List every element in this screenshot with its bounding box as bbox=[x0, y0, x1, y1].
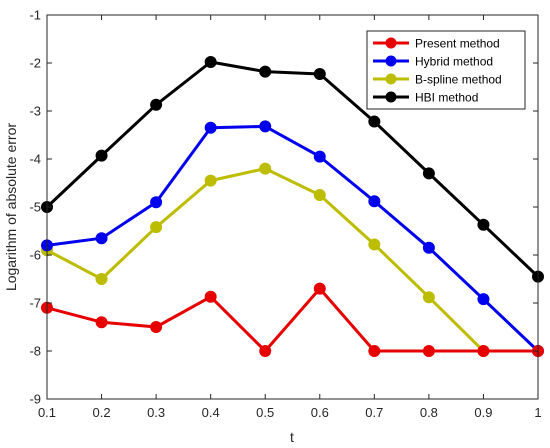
data-point bbox=[259, 162, 272, 175]
y-tick-label: -9 bbox=[29, 392, 41, 407]
legend-label: HBI method bbox=[415, 91, 478, 105]
legend-label: Present method bbox=[415, 37, 500, 51]
y-axis-label: Logarithm of absolute error bbox=[3, 123, 19, 291]
x-tick-label: 0.6 bbox=[311, 405, 329, 420]
legend-swatch-marker bbox=[385, 55, 397, 67]
data-point bbox=[313, 189, 326, 201]
x-tick-label: 1 bbox=[534, 405, 541, 420]
series-line bbox=[45, 60, 540, 278]
x-tick-label: 0.3 bbox=[147, 405, 165, 420]
data-point bbox=[95, 273, 108, 285]
series-layer bbox=[41, 56, 544, 357]
y-tick-label: -2 bbox=[29, 56, 41, 71]
x-tick-label: 0.5 bbox=[256, 405, 274, 420]
legend-swatch-marker bbox=[385, 37, 397, 49]
y-tick-label: -8 bbox=[29, 344, 41, 359]
data-point bbox=[95, 316, 108, 329]
y-tick-label: -3 bbox=[29, 104, 41, 119]
y-tick-label: -7 bbox=[29, 296, 41, 311]
series-line bbox=[46, 287, 538, 353]
y-tick-label: -6 bbox=[29, 248, 41, 263]
data-point bbox=[204, 174, 217, 187]
series-hbi-method bbox=[41, 56, 544, 283]
data-point bbox=[368, 238, 381, 251]
data-point bbox=[259, 65, 272, 78]
data-point bbox=[477, 293, 490, 306]
x-tick-label: 0.8 bbox=[420, 405, 438, 420]
data-point bbox=[313, 68, 326, 81]
data-point bbox=[422, 345, 435, 357]
data-point bbox=[150, 196, 163, 209]
y-tick-label: -1 bbox=[29, 8, 41, 23]
data-point bbox=[204, 121, 217, 134]
data-point bbox=[95, 232, 108, 245]
data-point bbox=[150, 98, 163, 111]
data-point bbox=[313, 150, 326, 163]
legend-label: B-spline method bbox=[415, 73, 502, 87]
data-point bbox=[204, 56, 217, 69]
legend-swatch-marker bbox=[385, 73, 397, 85]
data-point bbox=[259, 120, 272, 133]
data-point bbox=[477, 218, 490, 231]
data-point bbox=[477, 345, 490, 357]
data-point bbox=[204, 290, 217, 303]
x-tick-label: 0.2 bbox=[93, 405, 111, 420]
data-point bbox=[150, 221, 163, 234]
data-point bbox=[368, 195, 381, 208]
x-axis-label: t bbox=[290, 429, 294, 445]
y-axis-ticks: -1 -2 -3 -4 -5 -6 -7 -8 -9 bbox=[29, 8, 538, 407]
legend-swatch-marker bbox=[385, 91, 397, 103]
data-point bbox=[368, 345, 381, 357]
x-axis-ticks: 0.1 0.2 0.3 0.4 0.5 0.6 0.7 0.8 0.9 1 bbox=[38, 15, 542, 420]
legend-label: Hybrid method bbox=[415, 55, 493, 69]
series-hybrid-method bbox=[41, 120, 544, 357]
data-point bbox=[422, 241, 435, 254]
legend: Present method Hybrid method B-spline meth… bbox=[366, 30, 526, 110]
x-tick-label: 0.7 bbox=[365, 405, 383, 420]
y-tick-label: -5 bbox=[29, 200, 41, 215]
series-present-method bbox=[41, 282, 544, 357]
data-point bbox=[313, 282, 326, 295]
series-line bbox=[46, 124, 540, 353]
data-point bbox=[422, 167, 435, 180]
data-point bbox=[259, 345, 272, 357]
y-tick-label: -4 bbox=[29, 152, 41, 167]
data-point bbox=[95, 149, 108, 162]
data-point bbox=[150, 321, 163, 333]
x-tick-label: 0.4 bbox=[202, 405, 220, 420]
data-point bbox=[368, 115, 381, 128]
x-tick-label: 0.1 bbox=[38, 405, 56, 420]
data-point bbox=[422, 291, 435, 304]
x-tick-label: 0.9 bbox=[474, 405, 492, 420]
